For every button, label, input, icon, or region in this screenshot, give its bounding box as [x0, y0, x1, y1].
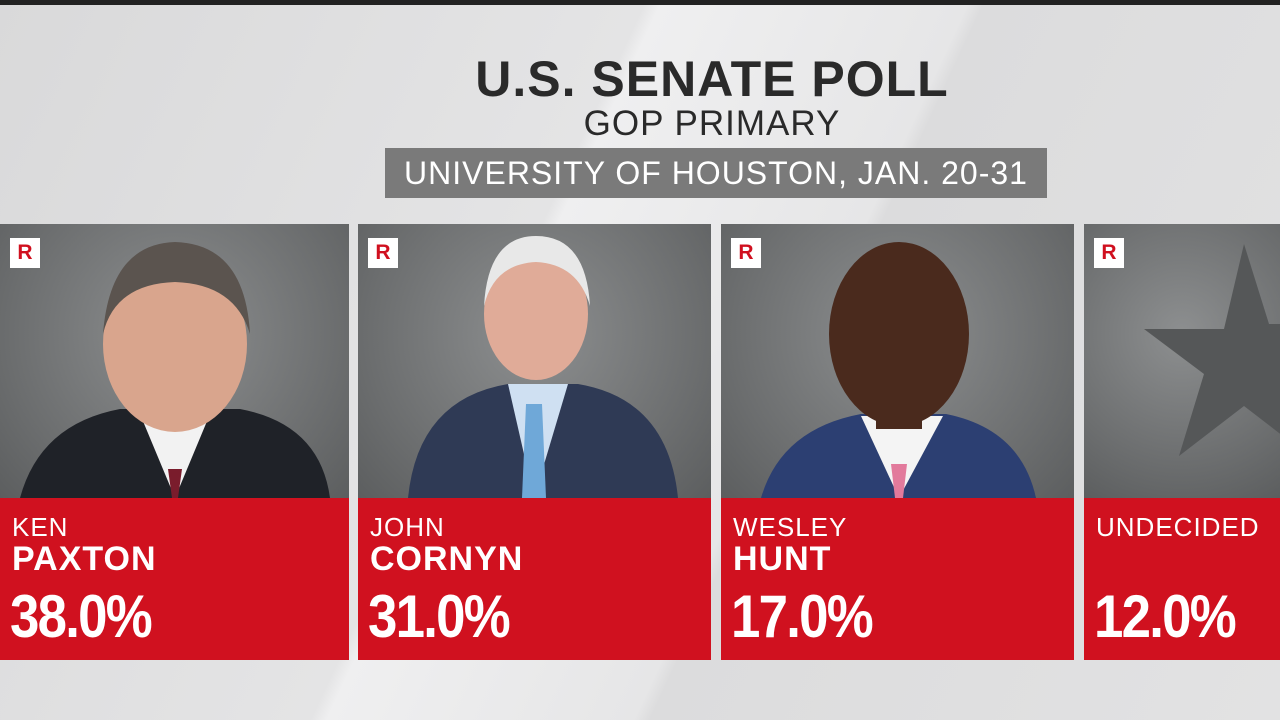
star: [1144, 244, 1280, 456]
photo: R: [1084, 224, 1280, 498]
photo: R: [0, 224, 349, 498]
title: U.S. SENATE POLL: [475, 51, 949, 107]
result: 31.0%: [368, 583, 511, 650]
result: 12.0%: [1094, 583, 1237, 650]
portrait: [761, 242, 1036, 498]
photo: R: [721, 224, 1074, 498]
first-name: UNDECIDED: [1096, 512, 1260, 542]
first-name: KEN: [12, 512, 69, 542]
source-box: UNIVERSITY OF HOUSTON, JAN. 20-31: [385, 148, 1047, 198]
first-name: WESLEY: [733, 512, 848, 542]
last-name: PAXTON: [12, 540, 157, 578]
party-badge: R: [368, 238, 398, 268]
candidate-card: R WESLEY HUNT 17.0%: [721, 224, 1074, 660]
subtitle: GOP PRIMARY: [583, 104, 841, 143]
result: 38.0%: [10, 583, 153, 650]
photo: R: [358, 224, 711, 498]
portrait: [20, 242, 330, 498]
last-name: CORNYN: [370, 540, 524, 578]
candidate-card: R KEN PAXTON 38.0%: [0, 224, 349, 660]
first-name: JOHN: [370, 512, 445, 542]
result-panel: WESLEY HUNT 17.0%: [721, 498, 1074, 660]
result-panel: JOHN CORNYN 31.0%: [358, 498, 711, 660]
party-badge: R: [10, 238, 40, 268]
party-badge: R: [1094, 238, 1124, 268]
last-name: HUNT: [733, 540, 832, 578]
result-panel: KEN PAXTON 38.0%: [0, 498, 349, 660]
result: 17.0%: [731, 583, 874, 650]
candidate-card: R UNDECIDED 12.0%: [1084, 224, 1280, 660]
candidate-card: R JOHN CORNYN 31.0%: [358, 224, 711, 660]
party-badge: R: [731, 238, 761, 268]
result-panel: UNDECIDED 12.0%: [1084, 498, 1280, 660]
portrait: [408, 236, 678, 498]
top-bar: [0, 0, 1280, 5]
